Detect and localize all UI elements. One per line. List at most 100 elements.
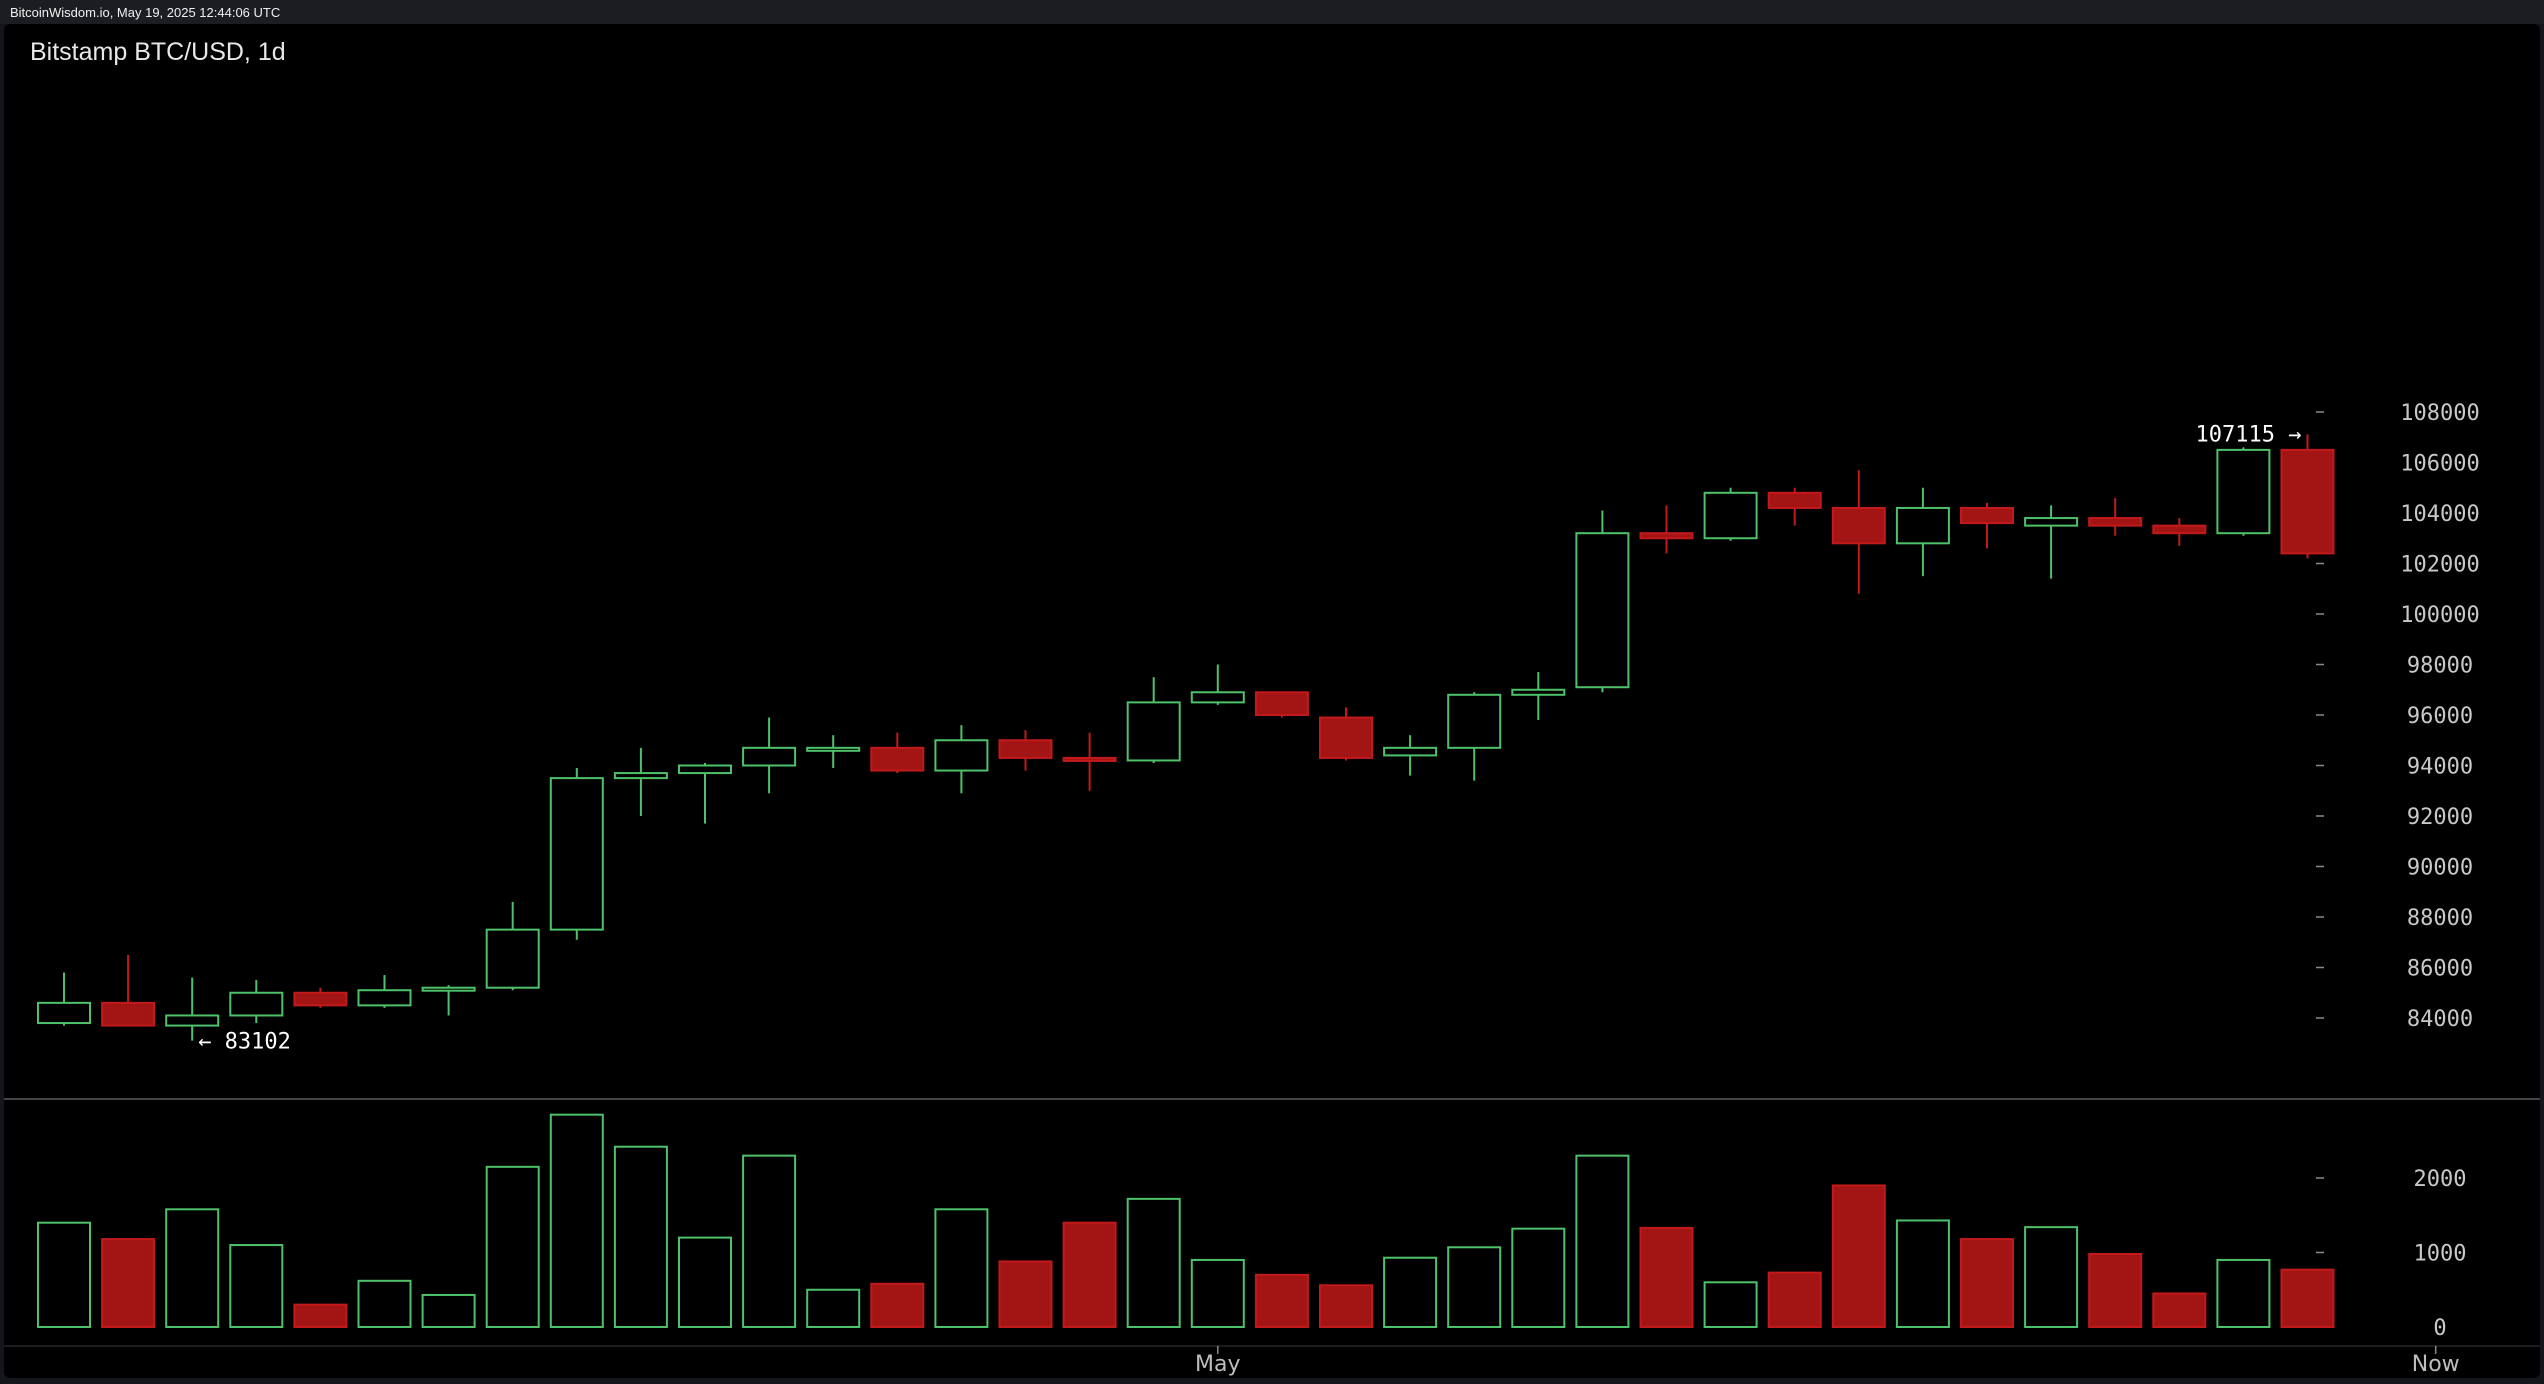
candle-up — [1703, 487, 1758, 541]
candle-body — [1254, 691, 1309, 717]
chart-frame[interactable]: Bitstamp BTC/USD, 1d 84000 86000 88000 9000… — [4, 24, 2540, 1378]
candles-layer — [37, 434, 2335, 1041]
candle-body — [870, 746, 925, 772]
candle-up — [1190, 664, 1245, 705]
high-price-annotation: 107115 → — [2196, 422, 2302, 447]
candle-body — [485, 928, 540, 989]
candle-body — [1960, 506, 2014, 525]
candle-body — [549, 777, 604, 931]
volume-bar-down — [2152, 1292, 2207, 1328]
chart-title: Bitstamp BTC/USD, 1d — [30, 38, 286, 66]
candle-body — [2152, 524, 2207, 535]
candle-down — [1767, 487, 1822, 526]
candle-body — [293, 991, 348, 1007]
annotations-layer: ← 83102 107115 → — [198, 422, 2301, 1054]
candle-body — [421, 986, 476, 992]
candle-body — [1575, 532, 1630, 689]
candle-down — [2088, 497, 2143, 536]
volume-bar-up — [2024, 1226, 2079, 1329]
volume-bar-up — [806, 1288, 861, 1328]
candle-up — [1447, 692, 1502, 781]
timestamp-meta: BitcoinWisdom.io, May 19, 2025 12:44:06 … — [10, 5, 281, 20]
candle-body — [1895, 506, 1950, 545]
volume-bar-up — [2216, 1258, 2271, 1328]
volume-bar-up — [357, 1279, 412, 1329]
volume-bar-up — [678, 1236, 732, 1328]
candle-body — [1319, 716, 1373, 759]
candle-down — [870, 732, 925, 774]
price-tick-label: 84000 — [2407, 1007, 2473, 1032]
candle-body — [101, 1001, 156, 1027]
volume-bar-down — [1062, 1221, 1117, 1328]
volume-bar-down — [1960, 1238, 2014, 1328]
candle-body — [1190, 691, 1245, 704]
price-tick-label: 100000 — [2400, 603, 2479, 628]
candle-up — [678, 762, 732, 824]
candle-body — [2216, 448, 2271, 535]
candle-body — [934, 739, 989, 772]
candle-body — [2024, 517, 2079, 527]
candle-down — [293, 987, 348, 1008]
candle-down — [1831, 470, 1886, 594]
price-tick-label: 98000 — [2407, 654, 2473, 679]
volume-bar-down — [998, 1260, 1053, 1328]
volume-bar-down — [2088, 1252, 2143, 1328]
volume-bar-up — [1190, 1258, 1245, 1328]
volume-axis: 0 1000 2000 — [2316, 1167, 2466, 1341]
candle-down — [2152, 518, 2207, 546]
top-bar: BitcoinWisdom.io, May 19, 2025 12:44:06 … — [0, 0, 2544, 24]
candle-body — [2088, 517, 2143, 527]
volume-bar-up — [549, 1113, 604, 1329]
candlestick-chart[interactable]: 84000 86000 88000 90000 92000 94000 96000 98000… — [4, 24, 2540, 1378]
candle-body — [1447, 693, 1502, 749]
volume-bar-down — [1319, 1284, 1373, 1329]
candle-body — [1062, 756, 1117, 762]
price-tick-label: 94000 — [2407, 755, 2473, 780]
candle-body — [1126, 701, 1181, 762]
volume-tick-label: 0 — [2433, 1316, 2446, 1341]
candle-body — [1703, 491, 1758, 540]
candle-body — [806, 746, 861, 752]
candle-up — [37, 972, 91, 1026]
candle-body — [1383, 746, 1438, 757]
candle-down — [1254, 691, 1309, 718]
candle-down — [1960, 502, 2014, 549]
candle-down — [1319, 707, 1373, 761]
candle-down — [998, 730, 1053, 771]
candle-up — [165, 977, 220, 1041]
price-tick-label: 102000 — [2400, 553, 2479, 578]
price-tick-label: 86000 — [2407, 957, 2473, 982]
candle-body — [1831, 506, 1886, 545]
volume-bar-up — [742, 1154, 797, 1329]
candle-body — [1511, 688, 1566, 696]
time-tick-label: May — [1195, 1352, 1240, 1377]
volume-bar-up — [165, 1208, 220, 1329]
volume-bar-up — [1511, 1227, 1566, 1329]
candle-up — [1511, 672, 1566, 721]
volume-bars-layer — [37, 1113, 2335, 1329]
volume-bar-up — [1383, 1256, 1438, 1328]
volume-bar-down — [1639, 1226, 1694, 1329]
price-tick-label: 108000 — [2400, 401, 2479, 426]
candle-body — [613, 772, 668, 780]
volume-bar-up — [1126, 1197, 1181, 1328]
price-axis: 84000 86000 88000 90000 92000 94000 96000 98000… — [2316, 401, 2480, 1032]
candle-up — [2216, 447, 2271, 536]
time-axis: May Now — [1195, 1346, 2460, 1377]
volume-bar-down — [1254, 1273, 1309, 1328]
candle-body — [357, 989, 412, 1007]
candle-down — [2280, 434, 2335, 559]
candle-down — [101, 954, 156, 1027]
volume-bar-up — [421, 1293, 476, 1328]
candle-up — [357, 975, 412, 1008]
candle-up — [485, 901, 540, 991]
volume-bar-up — [1447, 1246, 1502, 1329]
candle-body — [165, 1014, 220, 1027]
candle-body — [678, 764, 732, 775]
candle-body — [742, 746, 797, 767]
volume-bar-up — [485, 1165, 540, 1328]
candle-down — [1639, 505, 1694, 554]
volume-bar-down — [1767, 1271, 1822, 1328]
candle-body — [1767, 491, 1822, 509]
candle-up — [806, 735, 861, 769]
